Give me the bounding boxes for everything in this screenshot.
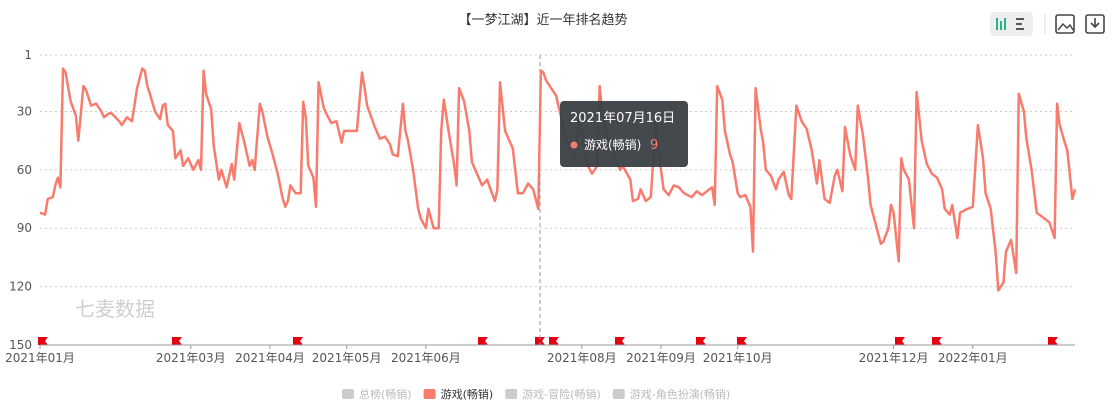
legend-label: 游戏(畅销) — [441, 387, 494, 401]
legend-label: 总榜(畅销) — [359, 387, 412, 401]
image-icon-mark — [1057, 22, 1074, 31]
legend-item[interactable]: 游戏-角色扮演(畅销) — [612, 387, 731, 401]
legend-item[interactable]: 总榜(畅销) — [342, 387, 412, 401]
tooltip-value: 9 — [650, 138, 658, 153]
y-tick-label: 90 — [17, 221, 32, 235]
legend-swatch — [342, 389, 354, 399]
legend-label: 游戏-冒险(畅销) — [522, 387, 601, 401]
list-icon[interactable] — [1016, 18, 1024, 30]
download-arrow — [1090, 18, 1100, 29]
x-tick-label: 2021年05月 — [312, 351, 382, 365]
watermark: 七麦数据 — [75, 297, 155, 321]
download-icon[interactable] — [1085, 14, 1105, 34]
image-icon[interactable] — [1055, 14, 1075, 34]
tooltip-box — [560, 101, 688, 167]
y-tick-label: 120 — [9, 280, 32, 294]
legend-swatch — [423, 389, 436, 399]
legend-swatch — [612, 389, 625, 399]
legend-swatch — [505, 389, 518, 399]
x-tick-label: 2021年09月 — [626, 351, 696, 365]
bar-icon[interactable] — [996, 18, 1006, 30]
legend-label: 游戏-角色扮演(畅销) — [630, 387, 731, 401]
x-tick-label: 2021年08月 — [547, 351, 617, 365]
tooltip-series: 游戏(畅销) — [584, 138, 641, 152]
x-tick-label: 2021年04月 — [235, 351, 305, 365]
x-tick-label: 2021年01月 — [5, 351, 75, 365]
legend-item[interactable]: 游戏(畅销) — [423, 387, 494, 401]
y-tick-label: 1 — [24, 48, 32, 62]
tooltip-dot — [570, 141, 578, 149]
y-tick-label: 60 — [17, 163, 32, 177]
tooltip: 2021年07月16日 游戏(畅销) 9 — [560, 101, 688, 167]
x-tick-label: 2021年03月 — [156, 351, 226, 365]
x-tick-label: 2022年01月 — [938, 351, 1008, 365]
x-tick-label: 2021年06月 — [391, 351, 461, 365]
legend-item[interactable]: 游戏-冒险(畅销) — [505, 387, 601, 401]
x-tick-label: 2021年12月 — [859, 351, 929, 365]
chart-title: 【一梦江湖】近一年排名趋势 — [458, 12, 627, 28]
y-tick-label: 30 — [17, 104, 32, 118]
toolbar[interactable] — [990, 12, 1105, 36]
tooltip-title: 2021年07月16日 — [570, 111, 675, 126]
y-tick-label: 150 — [9, 338, 32, 352]
x-tick-label: 2021年10月 — [703, 351, 773, 365]
line-series — [39, 67, 1077, 292]
